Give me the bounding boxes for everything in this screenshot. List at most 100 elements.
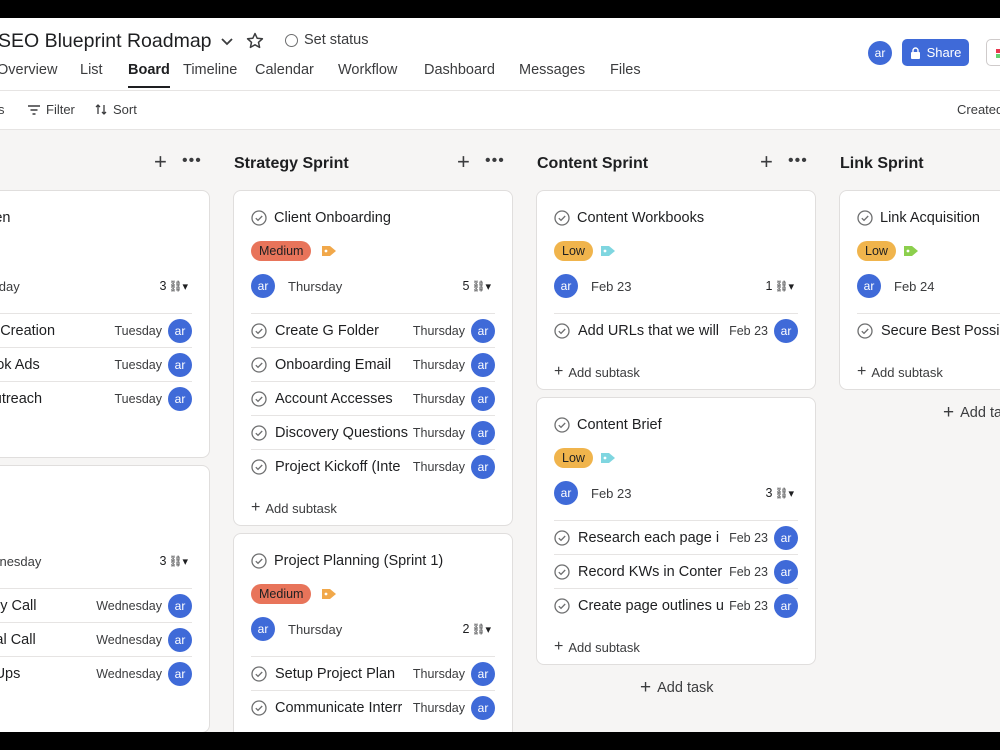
add-subtask-button[interactable]: + Add subtask [251,499,337,517]
avatar[interactable]: ar [857,274,881,298]
check-circle-icon[interactable] [251,425,267,441]
check-circle-icon[interactable] [251,459,267,475]
subtask-count-toggle[interactable]: 1 ⛓▾ [760,275,799,297]
subtask-date[interactable]: Thursday [408,426,465,440]
check-circle-icon[interactable] [251,210,267,226]
tab-messages[interactable]: Messages [519,62,586,78]
task-card[interactable]: sarednesday3⛓▾overy CallWednesdayarposal… [0,465,210,732]
subtask-row[interactable]: Setup Project Plan Thursday ar [251,656,495,690]
check-circle-icon[interactable] [554,417,570,433]
subtask-name[interactable]: ebook Ads [0,357,40,373]
subtask-row[interactable]: Communicate Interr Thursday ar [251,690,495,724]
sort-button[interactable]: Sort [95,102,137,117]
due-date[interactable]: Feb 24 [894,279,935,294]
avatar[interactable]: ar [251,617,275,641]
check-circle-icon[interactable] [251,357,267,373]
project-title[interactable]: SEO Blueprint Roadmap [0,30,212,52]
tab-files[interactable]: Files [610,62,641,78]
subtask-name[interactable]: Record KWs in Conter [578,564,723,580]
column-more-icon[interactable]: ••• [485,152,505,169]
avatar[interactable]: ar [471,319,495,343]
add-task-plus-icon[interactable]: + [457,149,470,174]
subtask-row[interactable]: overy Call Wednesday ar [0,588,192,622]
check-circle-icon[interactable] [554,564,570,580]
avatar[interactable]: ar [471,662,495,686]
filter-button[interactable]: Filter [28,102,75,117]
app-menu-button[interactable] [986,39,1000,66]
subtask-row[interactable]: Project Kickoff (Inte Thursday ar [251,449,495,483]
check-circle-icon[interactable] [251,666,267,682]
avatar[interactable]: ar [554,274,578,298]
subtask-name[interactable]: il Outreach [0,391,43,407]
tab-board[interactable]: Board [128,62,170,88]
subtask-name[interactable]: overy Call [0,598,37,614]
avatar[interactable]: ar [471,455,495,479]
check-circle-icon[interactable] [251,323,267,339]
avatar[interactable]: ar [471,387,495,411]
avatar[interactable]: ar [471,696,495,720]
avatar[interactable]: ar [168,319,192,343]
chevron-down-icon[interactable] [218,32,236,50]
avatar[interactable]: ar [251,274,275,298]
avatar[interactable]: ar [168,353,192,377]
task-card[interactable]: d Genaresday3⛓▾tent CreationTuesdayarebo… [0,190,210,458]
subtask-row[interactable]: Research each page i Feb 23 ar [554,520,798,554]
subtask-row[interactable]: Secure Best Possib [857,313,1000,347]
set-status-button[interactable]: Set status [285,32,368,48]
subtask-date[interactable]: Tuesday [110,324,162,338]
subtask-date[interactable]: Thursday [408,392,465,406]
avatar[interactable]: ar [774,526,798,550]
subtask-row[interactable]: ebook Ads Tuesday ar [0,347,192,381]
card-title[interactable]: Project Planning (Sprint 1) [251,553,443,569]
subtask-row[interactable]: ow Ups Wednesday ar [0,656,192,690]
add-task-plus-icon[interactable]: + [760,149,773,174]
subtask-row[interactable]: Create page outlines u Feb 23 ar [554,588,798,622]
subtask-row[interactable]: Record KWs in Conter Feb 23 ar [554,554,798,588]
card-title[interactable]: Client Onboarding [251,210,391,226]
tab-timeline[interactable]: Timeline [183,62,238,78]
subtask-date[interactable]: Thursday [408,701,465,715]
check-circle-icon[interactable] [554,323,570,339]
subtask-row[interactable]: Create G Folder Thursday ar [251,313,495,347]
tab-dashboard[interactable]: Dashboard [424,62,495,78]
check-circle-icon[interactable] [554,598,570,614]
avatar[interactable]: ar [868,41,892,65]
avatar[interactable]: ar [168,628,192,652]
task-card[interactable]: Content Brief Low ar Feb 23 3 ⛓▾ Research each… [536,397,816,665]
subtask-date[interactable]: Wednesday [92,667,162,681]
tab-list[interactable]: List [80,62,103,78]
due-date[interactable]: Thursday [288,279,343,294]
subtask-count-toggle[interactable]: 3 ⛓▾ [154,550,193,572]
subtask-row[interactable]: Add URLs that we will Feb 23 ar [554,313,798,347]
column-more-icon[interactable]: ••• [788,152,808,169]
star-icon[interactable] [245,31,265,51]
subtask-date[interactable]: Feb 23 [725,565,768,579]
share-button[interactable]: Share [902,39,969,66]
subtask-row[interactable]: il Outreach Tuesday ar [0,381,192,415]
subtask-count-toggle[interactable]: 5 ⛓▾ [457,275,496,297]
subtask-name[interactable]: Secure Best Possib [881,323,1000,339]
check-circle-icon[interactable] [857,210,873,226]
subtask-date[interactable]: Thursday [408,667,465,681]
subtask-name[interactable]: Account Accesses [275,391,393,407]
subtask-date[interactable]: Thursday [408,324,465,338]
due-date[interactable]: Feb 23 [591,486,632,501]
avatar[interactable]: ar [168,662,192,686]
subtask-name[interactable]: Communicate Interr [275,700,403,716]
subtask-name[interactable]: Create page outlines u [578,598,724,614]
subtask-date[interactable]: Tuesday [110,358,162,372]
subtask-name[interactable]: Setup Project Plan [275,666,396,682]
check-circle-icon[interactable] [554,210,570,226]
check-circle-icon[interactable] [857,323,873,339]
subtask-row[interactable]: posal Call Wednesday ar [0,622,192,656]
column-more-icon[interactable]: ••• [182,152,202,169]
tab-calendar[interactable]: Calendar [255,62,314,78]
check-circle-icon[interactable] [251,700,267,716]
check-circle-icon[interactable] [251,391,267,407]
subtask-name[interactable]: Onboarding Email [275,357,392,373]
avatar[interactable]: ar [471,353,495,377]
toolbar-partial-left[interactable]: s [0,102,5,117]
subtask-count-toggle[interactable]: 3 ⛓▾ [154,275,193,297]
due-date[interactable]: Feb 23 [591,279,632,294]
add-task-plus-icon[interactable]: + [154,149,167,174]
